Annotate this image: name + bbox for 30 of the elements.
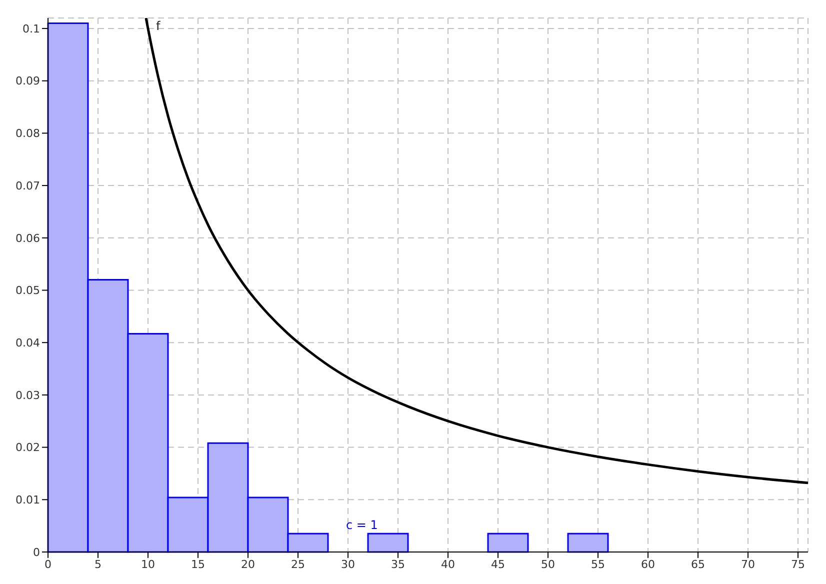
annotation: c = 1 [346,518,378,532]
y-tick-label: 0.01 [16,494,40,507]
x-tick-label: 55 [591,558,605,571]
x-tick-label: 50 [541,558,555,571]
x-tick-label: 65 [691,558,705,571]
x-tick-label: 5 [94,558,102,571]
x-tick-label: 15 [191,558,205,571]
y-tick-label: 0.09 [16,74,40,88]
line-series [144,18,808,484]
x-tick-label: 30 [341,558,355,571]
x-tick-label: 0 [44,558,52,571]
x-tick-label: 60 [641,558,655,571]
series-label: f [156,19,161,33]
x-tick-label: 20 [241,558,255,571]
x-tick-label: 10 [141,558,155,571]
x-tick-label: 35 [391,558,405,571]
y-tick-label: 0.04 [16,336,40,350]
x-tick-label: 75 [791,558,805,571]
y-tick-label: 0.03 [16,388,40,402]
x-tick-label: 45 [491,558,505,571]
y-tick-label: 0.05 [16,284,40,298]
y-tick-label: 0.06 [16,232,40,245]
x-tick-label: 25 [291,558,305,571]
y-tick-label: 0.07 [16,179,40,192]
y-tick-label: 0 [33,546,40,559]
y-tick-label: 0.1 [22,22,40,36]
y-tick-label: 0.02 [16,441,40,454]
x-tick-label: 70 [741,558,755,571]
x-tick-label: 40 [441,558,455,571]
y-tick-label: 0.08 [16,127,40,140]
